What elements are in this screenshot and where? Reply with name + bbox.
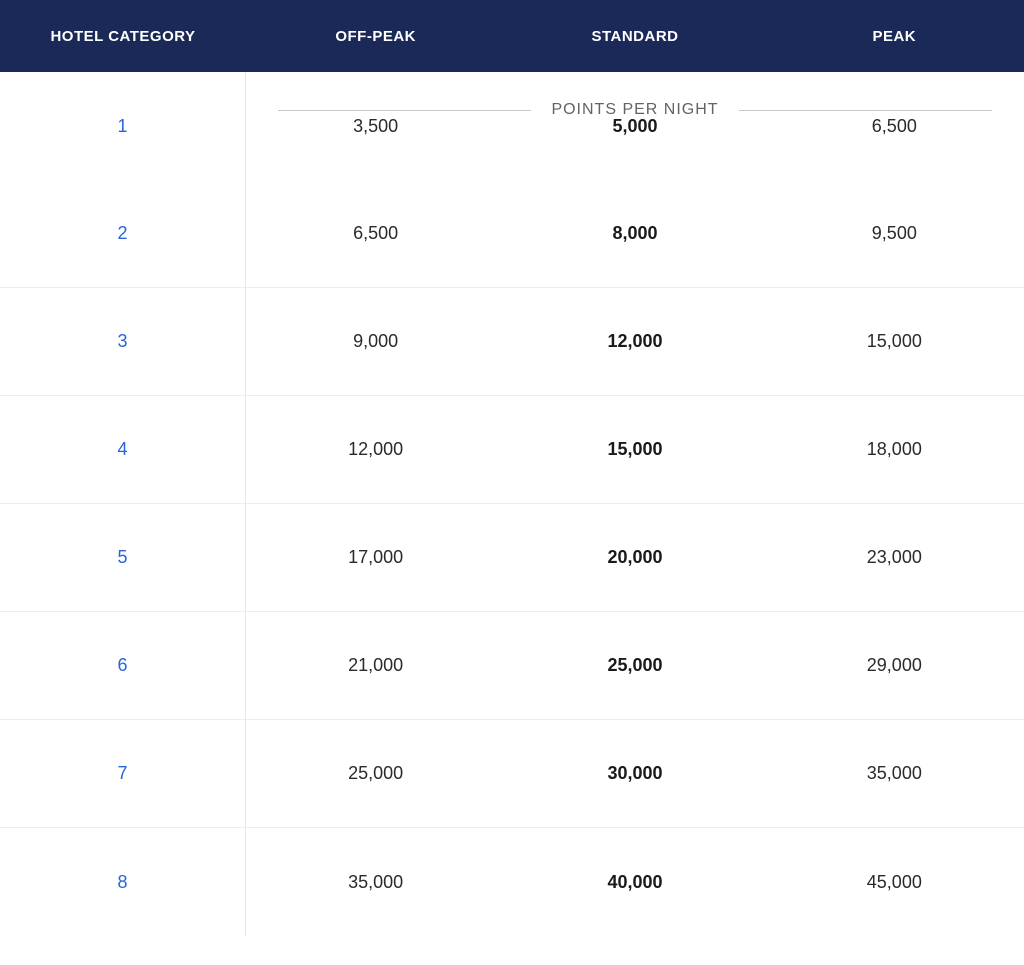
table-row: 6 21,000 25,000 29,000 [0,612,1024,720]
subtitle-row: POINTS PER NIGHT [0,82,1024,138]
subtitle-line-left [278,110,531,111]
standard-value: 8,000 [505,223,764,244]
subtitle-content: POINTS PER NIGHT [246,101,1024,119]
standard-value: 25,000 [505,655,764,676]
off-peak-value: 9,000 [246,331,505,352]
table-row: 4 12,000 15,000 18,000 [0,396,1024,504]
category-link[interactable]: 6 [0,612,246,719]
category-link[interactable]: 8 [0,828,246,936]
category-link[interactable]: 7 [0,720,246,827]
category-link[interactable]: 4 [0,396,246,503]
subtitle-line-right [739,110,992,111]
standard-value: 15,000 [505,439,764,460]
off-peak-value: 21,000 [246,655,505,676]
table-row: 2 6,500 8,000 9,500 [0,180,1024,288]
category-link[interactable]: 2 [0,180,246,287]
table-row: 7 25,000 30,000 35,000 [0,720,1024,828]
standard-value: 30,000 [505,763,764,784]
category-link[interactable]: 5 [0,504,246,611]
off-peak-value: 12,000 [246,439,505,460]
header-peak: PEAK [765,28,1024,45]
peak-value: 35,000 [765,763,1024,784]
subtitle-text: POINTS PER NIGHT [531,101,738,119]
peak-value: 18,000 [765,439,1024,460]
off-peak-value: 17,000 [246,547,505,568]
header-standard: STANDARD [505,28,764,45]
peak-value: 23,000 [765,547,1024,568]
standard-value: 40,000 [505,872,764,893]
points-table: HOTEL CATEGORY OFF-PEAK STANDARD PEAK PO… [0,0,1024,936]
header-off-peak: OFF-PEAK [246,28,505,45]
standard-value: 12,000 [505,331,764,352]
category-link[interactable]: 3 [0,288,246,395]
header-hotel-category: HOTEL CATEGORY [0,28,246,45]
subtitle-spacer [0,82,246,138]
peak-value: 29,000 [765,655,1024,676]
off-peak-value: 25,000 [246,763,505,784]
off-peak-value: 35,000 [246,872,505,893]
table-header-row: HOTEL CATEGORY OFF-PEAK STANDARD PEAK [0,0,1024,72]
peak-value: 15,000 [765,331,1024,352]
standard-value: 20,000 [505,547,764,568]
table-row: 3 9,000 12,000 15,000 [0,288,1024,396]
off-peak-value: 6,500 [246,223,505,244]
peak-value: 45,000 [765,872,1024,893]
table-row: 5 17,000 20,000 23,000 [0,504,1024,612]
peak-value: 9,500 [765,223,1024,244]
table-row: 8 35,000 40,000 45,000 [0,828,1024,936]
